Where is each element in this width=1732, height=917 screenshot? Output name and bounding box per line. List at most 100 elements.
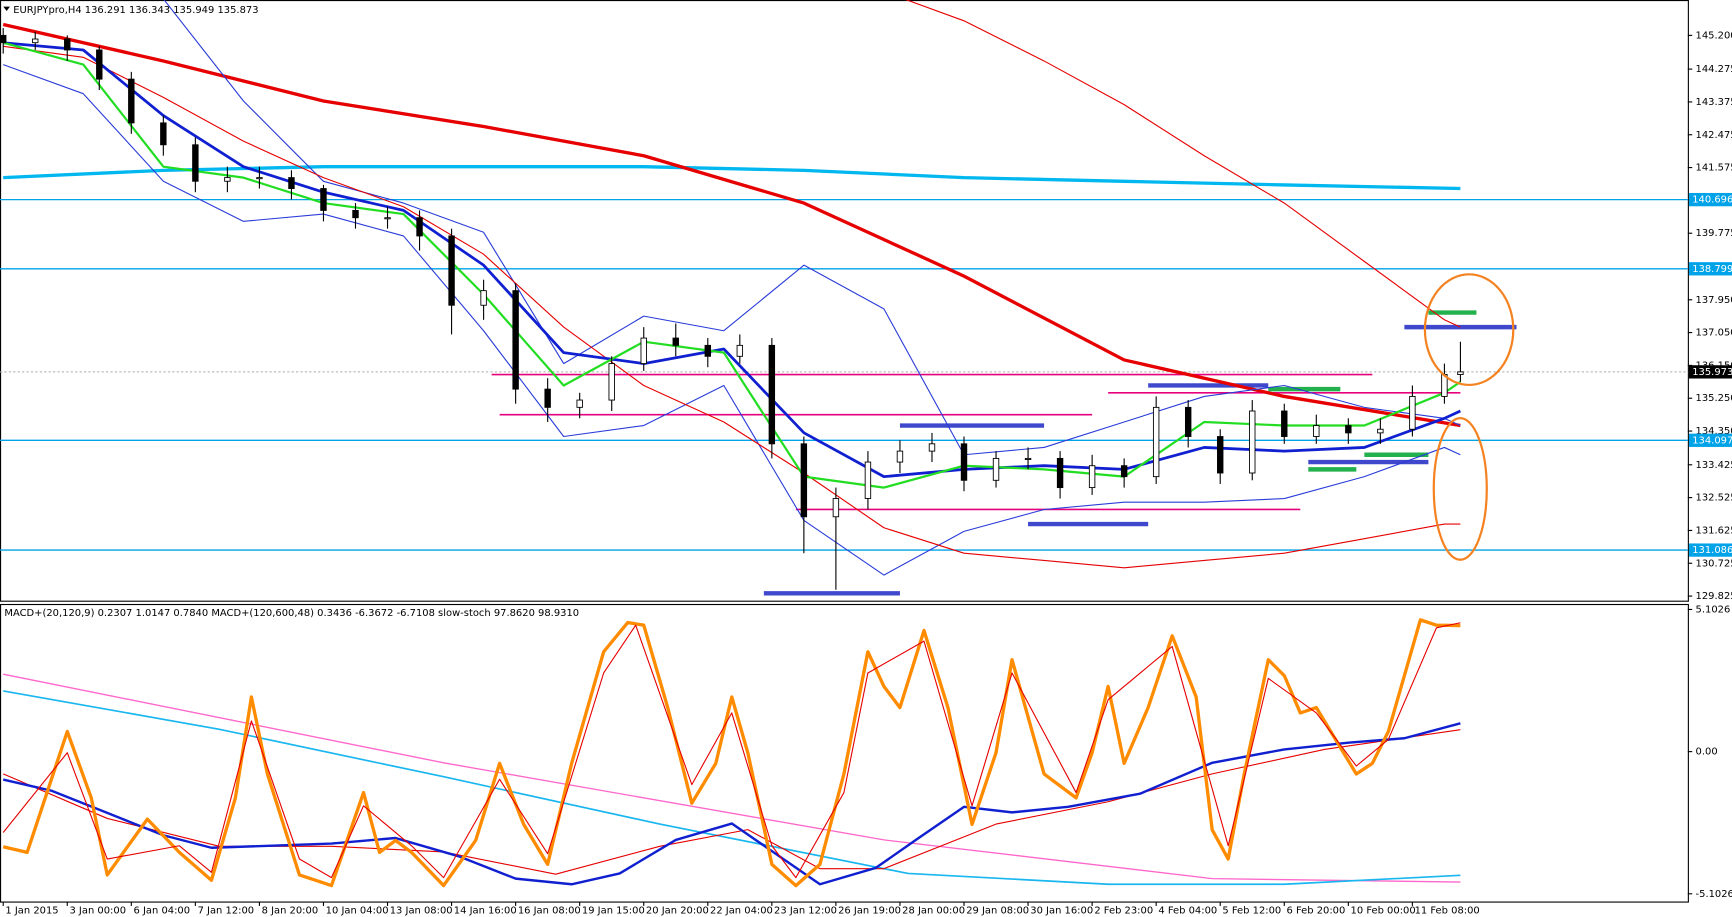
candle-body xyxy=(1313,425,1320,437)
main-plot xyxy=(0,0,1688,596)
x-tick-label: 29 Jan 08:00 xyxy=(966,905,1029,916)
x-tick-label: 8 Jan 20:00 xyxy=(262,905,319,916)
candle-body xyxy=(960,443,968,481)
x-tick-label: 19 Jan 15:00 xyxy=(582,905,645,916)
annotation-ellipse xyxy=(1432,417,1488,561)
candle-body xyxy=(1088,465,1096,489)
y-tick-label: 129.825 xyxy=(1696,591,1732,602)
candle-body xyxy=(1409,395,1416,430)
candle-body xyxy=(1056,457,1064,489)
indicator-line xyxy=(2,618,1461,888)
indicator-line xyxy=(2,622,1461,879)
y-tick-label: -5.1026 xyxy=(1696,889,1732,900)
x-tick-label: 4 Feb 04:00 xyxy=(1158,905,1217,916)
indicator-line xyxy=(3,64,1461,576)
indicator-line xyxy=(3,165,1461,191)
indicator-line xyxy=(2,41,1462,489)
candle-body xyxy=(1152,406,1160,478)
level-label: 138.799 xyxy=(1692,264,1732,275)
y-tick-label: 134.350 xyxy=(1696,426,1732,437)
last-price-box xyxy=(1688,365,1732,379)
level-label: 140.696 xyxy=(1692,195,1732,206)
candle-body xyxy=(224,177,231,182)
y-tick-label: 141.575 xyxy=(1696,163,1732,174)
candle-body xyxy=(576,399,583,408)
y-tick-label: 0.00 xyxy=(1696,747,1718,758)
last-price-label: 135.973 xyxy=(1692,367,1732,378)
candle-body xyxy=(1281,410,1288,437)
candle-body xyxy=(64,38,71,51)
candle-body xyxy=(448,235,455,306)
y-tick-label: 139.775 xyxy=(1696,228,1732,239)
x-tick-label: 10 Feb 00:00 xyxy=(1351,905,1416,916)
x-tick-label: 11 Feb 08:00 xyxy=(1415,905,1480,916)
candle-body xyxy=(640,337,647,365)
axes: 145.200 144.275 143.375 142.475 141.575 139.7… xyxy=(2,30,1732,916)
x-tick-label: 7 Jan 12:00 xyxy=(198,905,255,916)
candle-body xyxy=(480,290,487,306)
candle-body xyxy=(1249,410,1256,474)
annotation-ellipse xyxy=(1423,273,1515,387)
menu-arrow[interactable] xyxy=(3,6,10,12)
level-label-box xyxy=(1688,192,1732,207)
candle-body xyxy=(416,217,423,237)
candle-body xyxy=(256,177,263,180)
x-tick-label: 5 Feb 12:00 xyxy=(1222,905,1281,916)
x-tick-label: 2 Feb 23:00 xyxy=(1094,905,1153,916)
candle-body xyxy=(192,144,199,182)
indicator-line xyxy=(2,722,1461,886)
candle-body xyxy=(1457,371,1464,375)
candle-body xyxy=(704,344,711,357)
candle-body xyxy=(608,363,615,401)
sub-panel-frame xyxy=(0,603,1689,903)
candle-body xyxy=(32,38,39,44)
candle-body xyxy=(1217,436,1224,474)
x-tick-label: 13 Jan 08:00 xyxy=(390,905,453,916)
level-label: 134.097 xyxy=(1692,435,1732,446)
x-tick-label: 10 Jan 04:00 xyxy=(326,905,389,916)
candle-body xyxy=(320,188,327,211)
sub-plot xyxy=(2,618,1461,888)
y-tick-label: 137.950 xyxy=(1696,295,1732,306)
candle-body xyxy=(1345,425,1352,434)
candle-body xyxy=(1184,406,1192,437)
candle-body xyxy=(96,49,103,80)
candle-body xyxy=(896,450,904,463)
indicator-line xyxy=(3,673,1461,883)
chart-title: EURJPYpro,H4 136.291 136.343 135.949 135… xyxy=(13,5,258,16)
x-tick-label: 28 Jan 00:00 xyxy=(902,905,965,916)
candle-body xyxy=(384,217,391,220)
x-tick-label: 14 Jan 16:00 xyxy=(454,905,517,916)
y-tick-label: 142.475 xyxy=(1696,130,1732,141)
y-tick-label: 133.425 xyxy=(1696,460,1732,471)
candle-body xyxy=(928,443,936,452)
candle-body xyxy=(1377,428,1384,434)
candle-body xyxy=(864,461,872,499)
candle-body xyxy=(512,290,519,390)
candle-body xyxy=(800,443,808,518)
candle-body xyxy=(160,122,167,146)
y-tick-label: 143.375 xyxy=(1696,97,1732,108)
x-tick-label: 22 Jan 04:00 xyxy=(710,905,773,916)
candle-body xyxy=(672,337,679,346)
x-tick-label: 16 Jan 08:00 xyxy=(518,905,581,916)
y-tick-label: 132.525 xyxy=(1696,493,1732,504)
candle-body xyxy=(1120,465,1128,478)
y-tick-label: 144.275 xyxy=(1696,64,1732,75)
candle-body xyxy=(128,78,135,124)
candle-body xyxy=(736,344,744,357)
x-tick-label: 6 Jan 04:00 xyxy=(134,905,191,916)
x-tick-label: 20 Jan 20:00 xyxy=(646,905,709,916)
main-panel-frame xyxy=(0,0,1689,602)
level-label: 131.086 xyxy=(1692,545,1732,556)
indicator-line xyxy=(905,0,1461,328)
indicator-title: MACD+(20,120,9) 0.2307 1.0147 0.7840 MAC… xyxy=(4,608,579,619)
indicator-line xyxy=(2,22,1461,428)
level-label-box xyxy=(1688,543,1732,557)
y-tick-label: 131.625 xyxy=(1696,525,1732,536)
y-tick-label: 135.250 xyxy=(1696,393,1732,404)
candle-body xyxy=(832,498,840,518)
y-tick-label: 130.725 xyxy=(1696,558,1732,569)
